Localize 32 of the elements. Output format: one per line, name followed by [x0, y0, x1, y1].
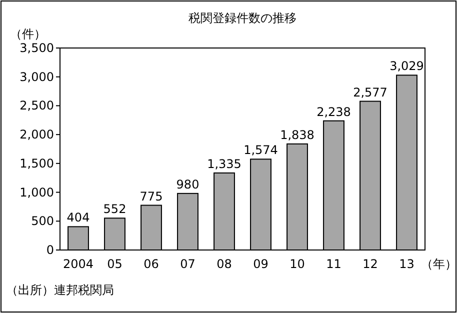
x-tick-label: 2004 — [62, 257, 94, 271]
x-tick-label: 08 — [216, 257, 232, 271]
y-tick-label: 2,000 — [20, 128, 54, 142]
y-tick-label: 1,000 — [20, 185, 54, 200]
x-tick-label: 09 — [253, 257, 268, 271]
data-label: 3,029 — [390, 59, 424, 74]
x-tick-label: 11 — [326, 257, 342, 271]
text: （出所）連邦税関局 — [6, 283, 114, 297]
data-label: 775 — [140, 189, 163, 204]
data-label: 1,335 — [207, 156, 242, 171]
x-axis-title: （年） — [421, 257, 457, 271]
x-tick-label: 07 — [180, 257, 196, 271]
data-label: 980 — [176, 177, 200, 192]
data-label: 404 — [66, 210, 90, 225]
y-tick-label: 0 — [46, 243, 54, 257]
y-tick-label: 3,000 — [20, 70, 54, 84]
y-tick-label: 1,500 — [20, 156, 54, 170]
x-tick-label: 05 — [107, 257, 122, 271]
x-tick-label: 12 — [362, 257, 378, 271]
y-tick-label: 500 — [31, 214, 54, 228]
data-label: 1,838 — [280, 128, 314, 142]
y-tick-label: 2,500 — [20, 98, 54, 113]
y-axis-title: （件） — [10, 27, 46, 41]
x-tick-label: 10 — [290, 257, 305, 271]
x-tick-label: 06 — [144, 257, 159, 271]
data-label: 552 — [103, 202, 126, 216]
data-label: 1,574 — [244, 143, 278, 158]
data-label: 2,577 — [353, 85, 388, 100]
y-tick-label: 3,500 — [20, 41, 54, 55]
data-label: 2,238 — [316, 104, 351, 119]
chart-title: 税関登録件数の推移 — [188, 11, 296, 25]
x-tick-label: 13 — [399, 257, 414, 271]
